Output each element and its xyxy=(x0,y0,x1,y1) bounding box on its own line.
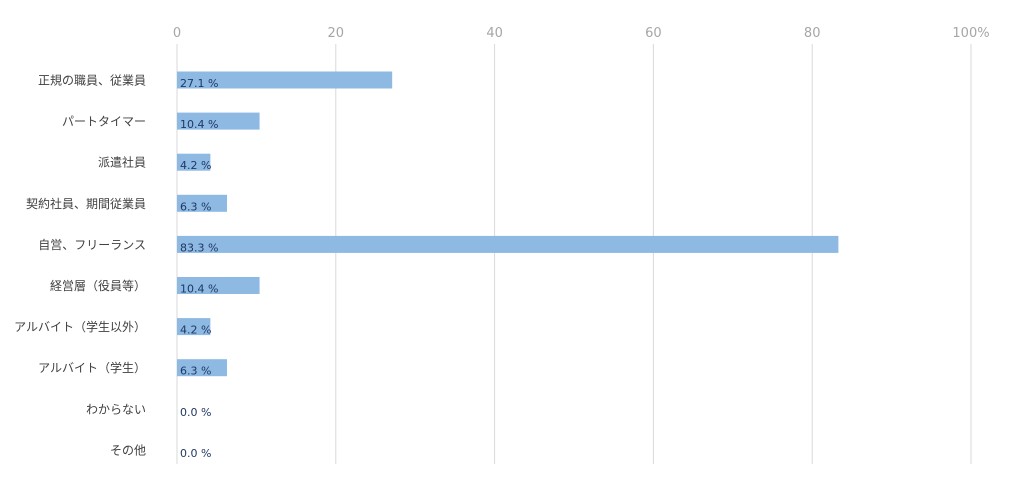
category-label: わからない xyxy=(86,402,146,416)
data-label: 0.0 % xyxy=(180,447,211,460)
x-tick-label: 60 xyxy=(645,26,662,41)
data-label: 10.4 % xyxy=(180,283,218,296)
bars xyxy=(177,71,839,377)
category-label: アルバイト（学生以外） xyxy=(14,319,146,334)
x-tick-label: 0 xyxy=(173,26,181,41)
grid-layer xyxy=(176,44,972,464)
data-labels: 27.1 % 10.4 % 4.2 % 6.3 % 83.3 % 10.4 % 4.2 % 6… xyxy=(180,77,218,460)
category-label: パートタイマー xyxy=(62,115,146,129)
x-tick-label: 80 xyxy=(804,26,821,41)
bar xyxy=(177,153,211,171)
data-label: 27.1 % xyxy=(180,77,218,90)
data-label: 83.3 % xyxy=(180,241,218,254)
bar xyxy=(177,194,228,212)
category-label: 経営層（役員等） xyxy=(50,278,146,293)
bar xyxy=(177,277,260,294)
bar xyxy=(177,235,839,253)
x-tick-label: 100% xyxy=(952,26,989,41)
bar xyxy=(177,359,228,377)
category-label: 契約社員、期間従業員 xyxy=(26,196,146,211)
category-label: 正規の職員、従業員 xyxy=(38,73,146,88)
category-label: 派遣社員 xyxy=(98,155,146,170)
category-label: 自営、フリーランス xyxy=(38,238,146,252)
category-label: アルバイト（学生） xyxy=(38,360,146,375)
data-label: 10.4 % xyxy=(180,118,218,131)
category-label: その他 xyxy=(110,443,146,457)
data-label: 0.0 % xyxy=(180,406,211,419)
data-label: 4.2 % xyxy=(180,159,211,172)
bar xyxy=(177,71,393,89)
bar xyxy=(177,112,260,130)
data-label: 6.3 % xyxy=(180,365,211,378)
bar xyxy=(177,318,211,336)
data-label: 6.3 % xyxy=(180,200,211,213)
x-axis-ticks: 0 20 40 60 80 100% xyxy=(173,26,990,41)
x-tick-label: 20 xyxy=(328,26,345,41)
x-tick-label: 40 xyxy=(486,26,503,41)
category-labels: 正規の職員、従業員パートタイマー派遣社員契約社員、期間従業員自営、フリーランス経… xyxy=(14,73,146,458)
data-label: 4.2 % xyxy=(180,324,211,337)
